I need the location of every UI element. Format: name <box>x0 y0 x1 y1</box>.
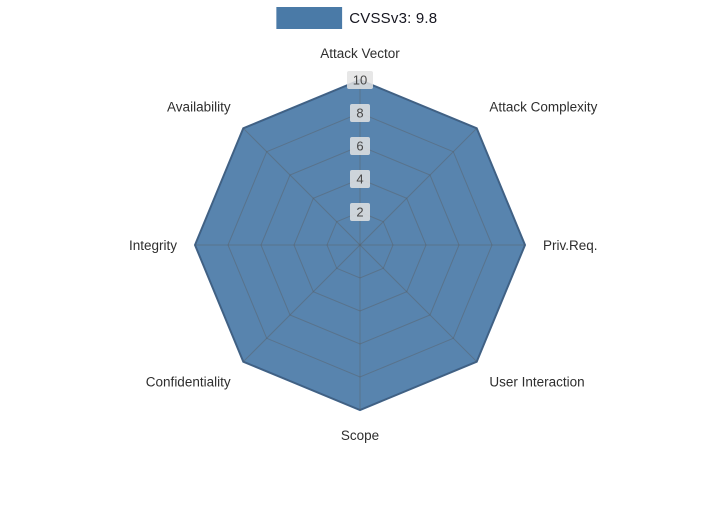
axis-spoke <box>359 244 478 363</box>
grid-ring <box>326 211 394 279</box>
chart-legend: CVSSv3: 9.8 <box>276 7 437 29</box>
legend-swatch <box>276 7 343 29</box>
tick-label: 10 <box>353 73 367 88</box>
grid-ring <box>227 112 493 378</box>
tick-label-bg <box>350 137 370 155</box>
tick-label-bg <box>350 104 370 122</box>
grid-ring <box>260 145 460 345</box>
tick-label-bg <box>347 71 373 89</box>
axis-label-user-interaction: User Interaction <box>489 374 584 389</box>
radar-series-polygon <box>193 78 527 412</box>
legend-label: CVSSv3: 9.8 <box>349 9 438 27</box>
axis-label-confidentiality: Confidentiality <box>146 374 231 389</box>
axis-label-integrity: Integrity <box>129 238 177 253</box>
grid-ring <box>194 79 526 411</box>
tick-label: 2 <box>356 205 363 220</box>
tick-label-bg <box>350 170 370 188</box>
axis-spoke <box>242 127 361 246</box>
tick-label: 8 <box>356 106 363 121</box>
tick-label: 6 <box>356 139 363 154</box>
axis-label-attack-vector: Attack Vector <box>320 46 400 61</box>
grid-ring <box>293 178 427 312</box>
axis-spoke <box>242 244 361 363</box>
axis-label-availability: Availability <box>167 100 231 115</box>
axis-spoke <box>359 127 478 246</box>
tick-label: 4 <box>356 172 363 187</box>
tick-label-bg <box>350 203 370 221</box>
axis-label-priv-req: Priv.Req. <box>543 238 598 253</box>
axis-label-attack-complexity: Attack Complexity <box>489 100 597 115</box>
axis-label-scope: Scope <box>341 428 379 443</box>
legend-swatch-canvas <box>276 7 343 29</box>
